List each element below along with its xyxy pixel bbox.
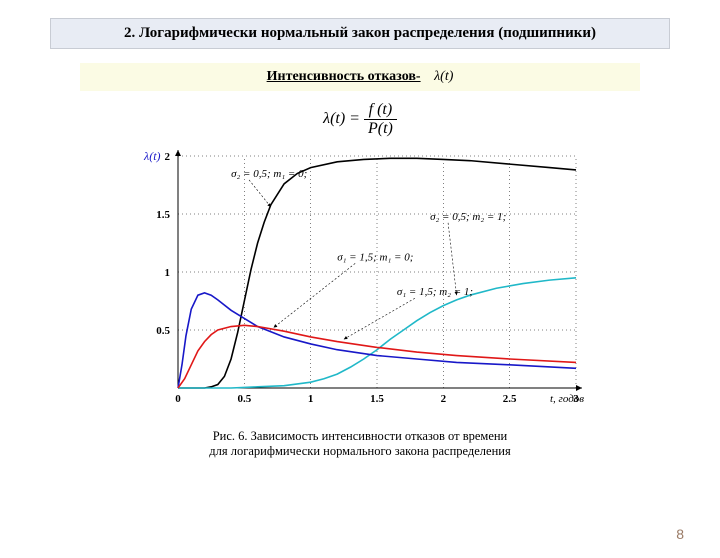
svg-text:2.5: 2.5 — [503, 393, 517, 405]
svg-text:2: 2 — [165, 151, 171, 163]
formula-lhs: λ(t) = — [323, 110, 360, 127]
svg-text:1: 1 — [165, 267, 171, 279]
formula-denominator: P(t) — [364, 120, 397, 138]
formula: λ(t) = f (t) P(t) — [0, 101, 720, 138]
svg-text:0.5: 0.5 — [237, 393, 251, 405]
svg-text:t, годов: t, годов — [550, 393, 584, 405]
subtitle-label: Интенсивность отказов- — [267, 69, 421, 84]
svg-text:2: 2 — [441, 393, 447, 405]
chart-container: 00.511.522.530.511.5λ(t)2t, годовσ₂ = 0,… — [130, 146, 590, 421]
formula-fraction: f (t) P(t) — [364, 101, 397, 138]
svg-text:σ₁ = 1,5; m₁ = 0;: σ₁ = 1,5; m₁ = 0; — [337, 251, 413, 263]
title-bar: 2. Логарифмически нормальный закон распр… — [50, 18, 670, 49]
svg-text:1.5: 1.5 — [156, 209, 170, 221]
chart-svg: 00.511.522.530.511.5λ(t)2t, годовσ₂ = 0,… — [130, 146, 590, 416]
formula-numerator: f (t) — [364, 101, 397, 120]
svg-text:0.5: 0.5 — [156, 325, 170, 337]
svg-text:1.5: 1.5 — [370, 393, 384, 405]
caption-line1: Рис. 6. Зависимость интенсивности отказо… — [213, 429, 508, 443]
svg-text:0: 0 — [175, 393, 181, 405]
figure-caption: Рис. 6. Зависимость интенсивности отказо… — [90, 429, 630, 459]
caption-line2: для логарифмически нормального закона ра… — [209, 444, 510, 458]
subtitle-bar: Интенсивность отказов- λ(t) — [80, 63, 640, 91]
svg-text:σ₂ = 0,5; m₁ = 0;: σ₂ = 0,5; m₁ = 0; — [231, 168, 307, 180]
svg-text:1: 1 — [308, 393, 314, 405]
svg-text:λ(t): λ(t) — [143, 149, 161, 163]
svg-text:σ₂ = 0,5; m₂ = 1;: σ₂ = 0,5; m₂ = 1; — [430, 211, 506, 223]
svg-text:σ₁ = 1,5; m₂ = 1;: σ₁ = 1,5; m₂ = 1; — [397, 286, 473, 298]
subtitle-expr: λ(t) — [434, 69, 453, 84]
title-text: 2. Логарифмически нормальный закон распр… — [124, 25, 596, 41]
